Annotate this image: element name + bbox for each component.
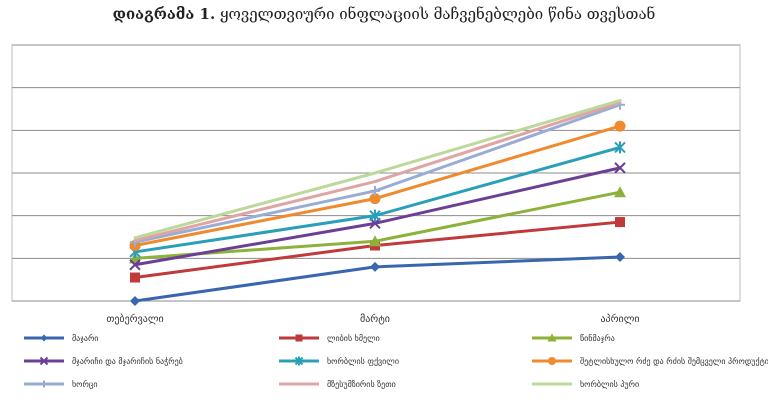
legend-item: მზესუმზირის ზეთი bbox=[277, 376, 396, 392]
series-6 bbox=[129, 120, 626, 252]
data-point bbox=[614, 162, 626, 174]
legend-swatch bbox=[279, 356, 319, 366]
data-point bbox=[369, 209, 381, 222]
legend-item: მჯარიჩი და მჯარიჩის ნაჭრებ bbox=[22, 353, 183, 369]
data-point bbox=[614, 120, 626, 132]
data-point bbox=[369, 235, 381, 247]
legend-item: ხორბლის პური bbox=[530, 376, 639, 392]
legend-marker bbox=[294, 356, 304, 366]
legend-marker bbox=[40, 380, 48, 388]
legend-label: ლიბის ხმელი bbox=[327, 333, 380, 343]
legend-label: ხორცი bbox=[72, 379, 98, 389]
legend-item: შეტლისხულო რძე და რძის შემცველი პროდუქტი bbox=[530, 353, 768, 369]
legend-swatch bbox=[24, 356, 64, 366]
legend-marker bbox=[548, 357, 556, 365]
legend-swatch bbox=[532, 382, 572, 386]
line-chart: თებერვალი მარტი აპრილი bbox=[11, 44, 741, 325]
series-4 bbox=[129, 162, 626, 271]
series-line bbox=[133, 101, 622, 242]
legend-swatch bbox=[279, 382, 319, 386]
series-8 bbox=[133, 101, 622, 242]
legend-item: ხორბლის ფქვილი bbox=[277, 353, 399, 369]
series-5 bbox=[129, 141, 626, 258]
data-point bbox=[615, 217, 625, 228]
x-tick-label: თებერვალი bbox=[106, 313, 163, 325]
legend-item: ლიბის ხმელი bbox=[277, 330, 380, 346]
legend-label: წინმაჯრა bbox=[580, 333, 615, 343]
series-line bbox=[133, 98, 622, 240]
series-line bbox=[133, 255, 622, 303]
data-point bbox=[369, 193, 381, 205]
legend-marker bbox=[40, 334, 48, 342]
legend-item: მაჯარი bbox=[22, 330, 98, 346]
data-point bbox=[370, 261, 380, 272]
legend-label: შეტლისხულო რძე და რძის შემცველი პროდუქტი bbox=[580, 356, 768, 366]
legend-marker bbox=[295, 334, 303, 342]
x-tick-label: მარტი bbox=[360, 313, 390, 325]
legend-label: მზესუმზირის ზეთი bbox=[327, 379, 396, 389]
legend-swatch bbox=[532, 357, 572, 365]
legend-swatch bbox=[279, 334, 319, 342]
legend-label: ხორბლის ფქვილი bbox=[327, 356, 399, 366]
legend-marker bbox=[39, 356, 49, 366]
chart-title: დიაგრამა 1. ყოველთვიური ინფლაციის მაჩვენ… bbox=[0, 4, 768, 24]
data-point bbox=[370, 185, 380, 196]
data-point bbox=[614, 141, 626, 154]
legend-swatch bbox=[24, 334, 64, 342]
chart-title-text: ყოველთვიური ინფლაციის მაჩვენებლები წინა … bbox=[215, 5, 656, 23]
legend-swatch bbox=[24, 380, 64, 388]
legend-label: მაჯარი bbox=[72, 333, 99, 343]
legend-label: ხორბლის პური bbox=[580, 379, 640, 389]
data-point bbox=[130, 296, 140, 306]
data-point bbox=[615, 252, 625, 263]
legend-item: ხორცი bbox=[22, 376, 98, 392]
data-point bbox=[614, 186, 626, 198]
legend-item: წინმაჯრა bbox=[530, 330, 615, 346]
legend-label: მჯარიჩი და მჯარიჩის ნაჭრებ bbox=[72, 356, 183, 366]
series-9 bbox=[133, 98, 622, 240]
chart-title-prefix: დიაგრამა 1. bbox=[112, 5, 216, 23]
data-point bbox=[129, 259, 141, 271]
data-point bbox=[130, 272, 140, 283]
legend-marker bbox=[547, 333, 557, 342]
series-1 bbox=[130, 252, 625, 306]
legend-swatch bbox=[532, 333, 572, 342]
x-tick-label: აპრილი bbox=[600, 313, 639, 325]
